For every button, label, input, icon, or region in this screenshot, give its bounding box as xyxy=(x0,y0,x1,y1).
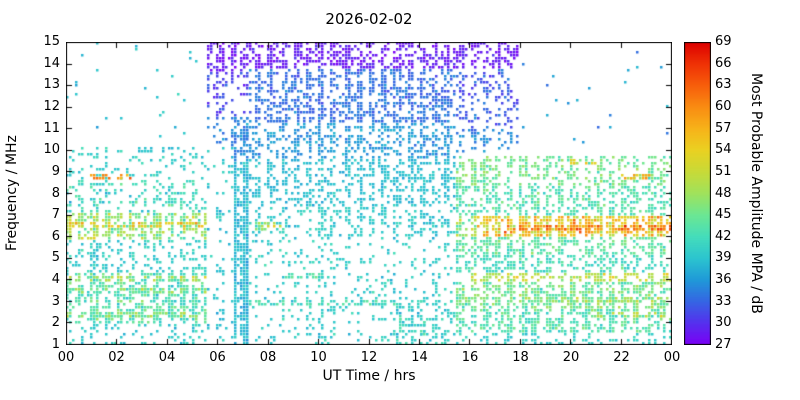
y-tick-label: 4 xyxy=(51,272,60,288)
colorbar-tick-label: 69 xyxy=(715,34,732,49)
x-tick-label: 08 xyxy=(259,350,277,365)
y-tick-label: 11 xyxy=(43,120,60,136)
colorbar-tick-label: 60 xyxy=(715,98,732,114)
y-tick-label: 10 xyxy=(43,142,60,158)
colorbar-tick-label: 54 xyxy=(715,142,732,158)
x-tick-label: 06 xyxy=(209,350,226,365)
colorbar-tick-label: 42 xyxy=(715,228,732,244)
x-tick-label: 22 xyxy=(613,350,630,365)
y-tick-label: 5 xyxy=(51,250,60,266)
y-tick-label: 7 xyxy=(51,207,60,223)
scatter-plot-canvas xyxy=(66,42,672,345)
y-tick-label: 15 xyxy=(43,34,60,49)
x-tick-label: 18 xyxy=(512,350,529,365)
x-tick-label: 20 xyxy=(562,350,580,365)
x-tick-label: 02 xyxy=(108,350,125,365)
colorbar-label: Most Probable Amplitude MPA / dB xyxy=(748,73,764,314)
colorbar-tick-label: 33 xyxy=(715,293,732,309)
y-tick-label: 12 xyxy=(43,98,60,114)
x-tick-label: 14 xyxy=(411,350,428,365)
colorbar-tick-label: 39 xyxy=(715,250,732,266)
y-tick-label: 2 xyxy=(51,315,60,331)
colorbar-tick-label: 36 xyxy=(715,272,732,288)
x-tick-label: 16 xyxy=(461,350,479,365)
y-axis-label: Frequency / MHz xyxy=(4,135,20,252)
x-tick-label: 10 xyxy=(310,350,327,365)
colorbar-tick-label: 30 xyxy=(715,315,732,331)
x-tick-label: 00 xyxy=(57,350,75,365)
colorbar-tick-label: 27 xyxy=(715,337,732,352)
colorbar-tick-label: 57 xyxy=(715,120,732,136)
y-tick-label: 6 xyxy=(51,228,60,244)
y-tick-label: 1 xyxy=(51,337,60,352)
colorbar-tick-label: 51 xyxy=(715,163,732,179)
x-tick-label: 04 xyxy=(158,350,176,365)
y-tick-label: 3 xyxy=(51,293,60,309)
x-axis-label: UT Time / hrs xyxy=(322,368,416,384)
y-tick-label: 13 xyxy=(43,77,60,93)
colorbar-tick-label: 66 xyxy=(715,55,732,71)
colorbar-tick-label: 45 xyxy=(715,207,732,223)
x-tick-label: 12 xyxy=(360,350,378,365)
colorbar-canvas xyxy=(684,42,711,345)
x-tick-label: 00 xyxy=(663,350,681,365)
y-tick-label: 8 xyxy=(51,185,60,201)
y-tick-label: 14 xyxy=(43,55,60,71)
colorbar-tick-label: 48 xyxy=(715,185,732,201)
y-tick-label: 9 xyxy=(51,163,60,179)
chart-title: 2026-02-02 xyxy=(325,10,413,28)
colorbar-tick-label: 63 xyxy=(715,77,732,93)
